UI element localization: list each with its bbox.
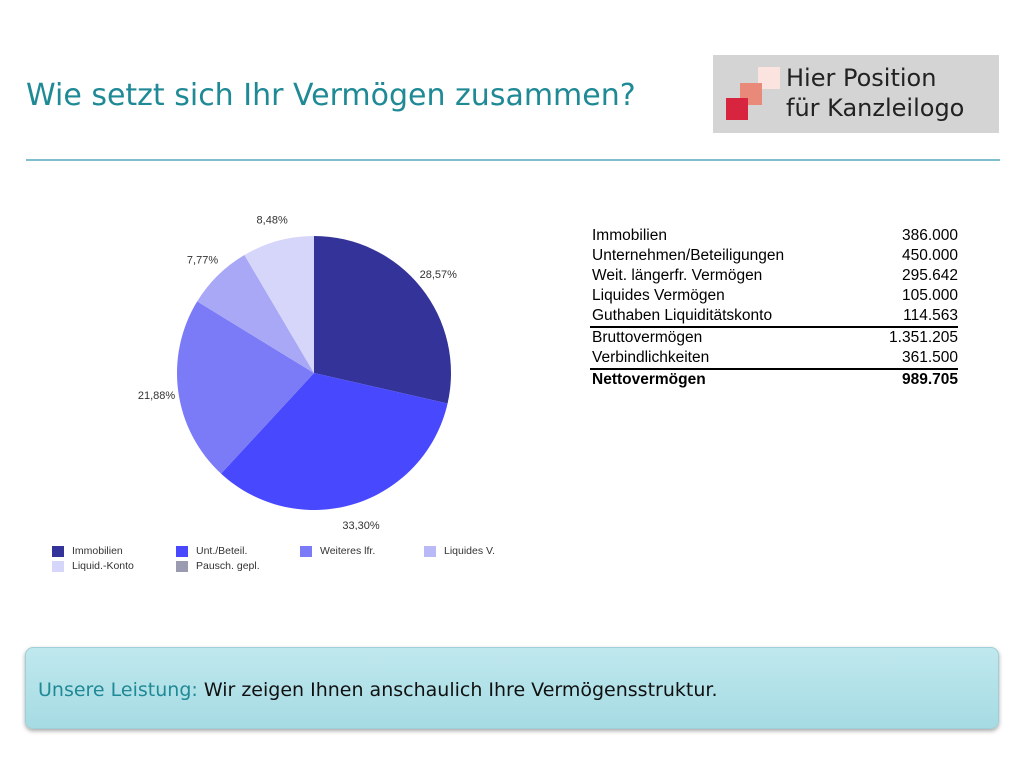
row-value: 295.642 xyxy=(901,267,958,284)
legend-item: Immobilien xyxy=(52,545,123,557)
legend-swatch xyxy=(176,560,188,572)
logo-text: Hier Position für Kanzleilogo xyxy=(786,63,964,123)
pie-slice xyxy=(244,236,314,373)
pie-slices xyxy=(177,236,451,510)
legend-item: Weiteres lfr. xyxy=(300,545,375,557)
table-row-total: Nettovermögen 989.705 xyxy=(590,368,958,390)
page-title: Wie setzt sich Ihr Vermögen zusammen? xyxy=(26,78,636,113)
pie-slice-label: 7,77% xyxy=(187,255,218,267)
legend-label: Liquid.-Konto xyxy=(72,560,134,572)
row-label: Nettovermögen xyxy=(590,368,860,390)
row-value: 114.563 xyxy=(903,307,958,324)
pie-slice xyxy=(177,301,314,474)
asset-table: Immobilien 386.000 Unternehmen/Beteiligun… xyxy=(590,226,958,390)
legend-swatch xyxy=(52,545,64,557)
table-row: Immobilien 386.000 xyxy=(590,226,958,246)
legend-swatch xyxy=(424,545,436,557)
chart-legend: Immobilien Unt./Beteil. Weiteres lfr. Liqui… xyxy=(52,545,522,579)
table-row: Verbindlichkeiten 361.500 xyxy=(590,348,958,369)
pie-slice-label: 33,30% xyxy=(342,520,380,530)
row-label: Liquides Vermögen xyxy=(592,287,725,304)
banner-label: Unsere Leistung: xyxy=(38,679,198,701)
table-row-subtotal: Bruttovermögen 1.351.205 xyxy=(590,326,958,348)
row-value: 450.000 xyxy=(901,247,958,264)
legend-label: Immobilien xyxy=(72,545,123,557)
table-row: Weit. längerfr. Vermögen 295.642 xyxy=(590,266,958,286)
pie-slice xyxy=(221,373,448,510)
pie-slice-label: 21,88% xyxy=(138,390,176,402)
pie-slice xyxy=(197,254,314,373)
row-label: Guthaben Liquiditätskonto xyxy=(592,307,773,324)
legend-swatch xyxy=(176,545,188,557)
banner-text: Unsere Leistung: Wir zeigen Ihnen anscha… xyxy=(38,679,718,701)
row-value: 386.000 xyxy=(901,227,958,244)
info-banner: Unsere Leistung: Wir zeigen Ihnen anscha… xyxy=(25,647,999,729)
row-label: Weit. längerfr. Vermögen xyxy=(592,267,763,284)
banner-message: Wir zeigen Ihnen anschaulich Ihre Vermög… xyxy=(203,679,718,701)
pie-slice xyxy=(314,236,451,404)
logo-square-dark xyxy=(726,98,748,120)
row-value: 989.705 xyxy=(859,368,958,390)
table-row: Liquides Vermögen 105.000 xyxy=(590,286,958,306)
legend-label: Liquides V. xyxy=(444,545,495,557)
row-label: Unternehmen/Beteiligungen xyxy=(592,247,785,264)
table-row: Unternehmen/Beteiligungen 450.000 xyxy=(590,246,958,266)
title-divider xyxy=(26,159,1000,161)
legend-swatch xyxy=(52,560,64,572)
row-value: 361.500 xyxy=(901,349,958,366)
legend-item: Liquid.-Konto xyxy=(52,560,134,572)
logo-line-1: Hier Position xyxy=(786,64,937,92)
legend-swatch xyxy=(300,545,312,557)
legend-item: Unt./Beteil. xyxy=(176,545,247,557)
logo-square-light xyxy=(758,67,780,89)
row-label: Immobilien xyxy=(592,227,667,244)
row-label: Verbindlichkeiten xyxy=(592,349,710,366)
pie-chart: 28,57% 33,30% 21,88% 7,77% 8,48% xyxy=(138,215,457,530)
row-value: 1.351.205 xyxy=(859,326,958,348)
legend-item: Pausch. gepl. xyxy=(176,560,260,572)
legend-label: Weiteres lfr. xyxy=(320,545,376,557)
logo-line-2: für Kanzleilogo xyxy=(786,94,965,122)
legend-item: Liquides V. xyxy=(424,545,495,557)
row-value: 105.000 xyxy=(901,287,958,304)
table-row: Guthaben Liquiditätskonto 114.563 xyxy=(590,306,958,327)
pie-slice-label: 28,57% xyxy=(420,269,458,281)
pie-labels: 28,57% 33,30% 21,88% 7,77% 8,48% xyxy=(138,215,457,530)
legend-label: Unt./Beteil. xyxy=(196,545,248,557)
pie-slice-label: 8,48% xyxy=(257,215,288,227)
row-label: Bruttovermögen xyxy=(590,326,860,348)
legend-label: Pausch. gepl. xyxy=(196,560,260,572)
